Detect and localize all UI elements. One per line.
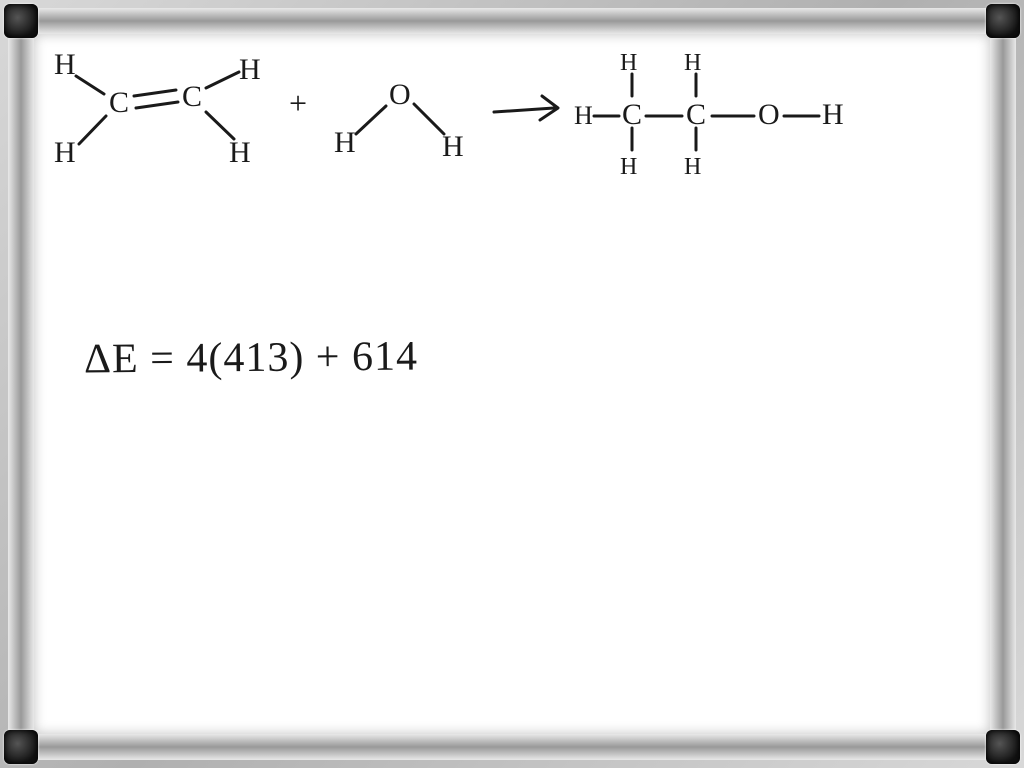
atom-C: C xyxy=(182,80,202,113)
bond-CC-double xyxy=(136,102,178,108)
corner-top-right xyxy=(986,4,1020,38)
reaction-diagram: H H C C H H + xyxy=(34,34,994,254)
bond-CH xyxy=(206,72,239,88)
plus-sign: + xyxy=(289,85,307,121)
bond-CH xyxy=(76,76,104,94)
atom-H: H xyxy=(620,50,637,76)
atom-H: H xyxy=(620,154,637,180)
rail-top xyxy=(34,8,990,34)
atom-H: H xyxy=(239,53,261,86)
reaction-arrow xyxy=(494,96,558,120)
atom-H: H xyxy=(54,48,76,81)
rail-left xyxy=(8,34,34,734)
bond-CH xyxy=(206,112,234,139)
ethanol-structure: H C H H C H H xyxy=(574,50,844,180)
atom-H: H xyxy=(229,136,251,169)
corner-top-left xyxy=(4,4,38,38)
atom-H: H xyxy=(684,50,701,76)
corner-bottom-left xyxy=(4,730,38,764)
atom-H: H xyxy=(442,130,464,163)
bond-energy-equation: ΔE = 4(413) + 614 xyxy=(84,333,418,384)
atom-H: H xyxy=(54,136,76,169)
atom-C: C xyxy=(686,98,706,131)
atom-H: H xyxy=(684,154,701,180)
equation-text: ΔE = 4(413) + 614 xyxy=(84,334,418,383)
water-structure: H O H xyxy=(334,78,464,163)
bond-CC-double xyxy=(134,90,176,96)
atom-O: O xyxy=(389,78,411,111)
atom-H: H xyxy=(822,98,844,131)
corner-bottom-right xyxy=(986,730,1020,764)
atom-C: C xyxy=(622,98,642,131)
bond-OH xyxy=(356,106,386,134)
bond-CH xyxy=(79,116,106,144)
atom-O: O xyxy=(758,98,780,131)
whiteboard-frame: H H C C H H + xyxy=(0,0,1024,768)
whiteboard-surface: H H C C H H + xyxy=(34,34,990,734)
rail-right xyxy=(990,34,1016,734)
bond-OH xyxy=(414,104,444,134)
atom-H: H xyxy=(574,101,593,130)
rail-bottom xyxy=(34,734,990,760)
atom-C: C xyxy=(109,86,129,119)
ethene-structure: H H C C H H xyxy=(54,48,261,169)
atom-H: H xyxy=(334,126,356,159)
